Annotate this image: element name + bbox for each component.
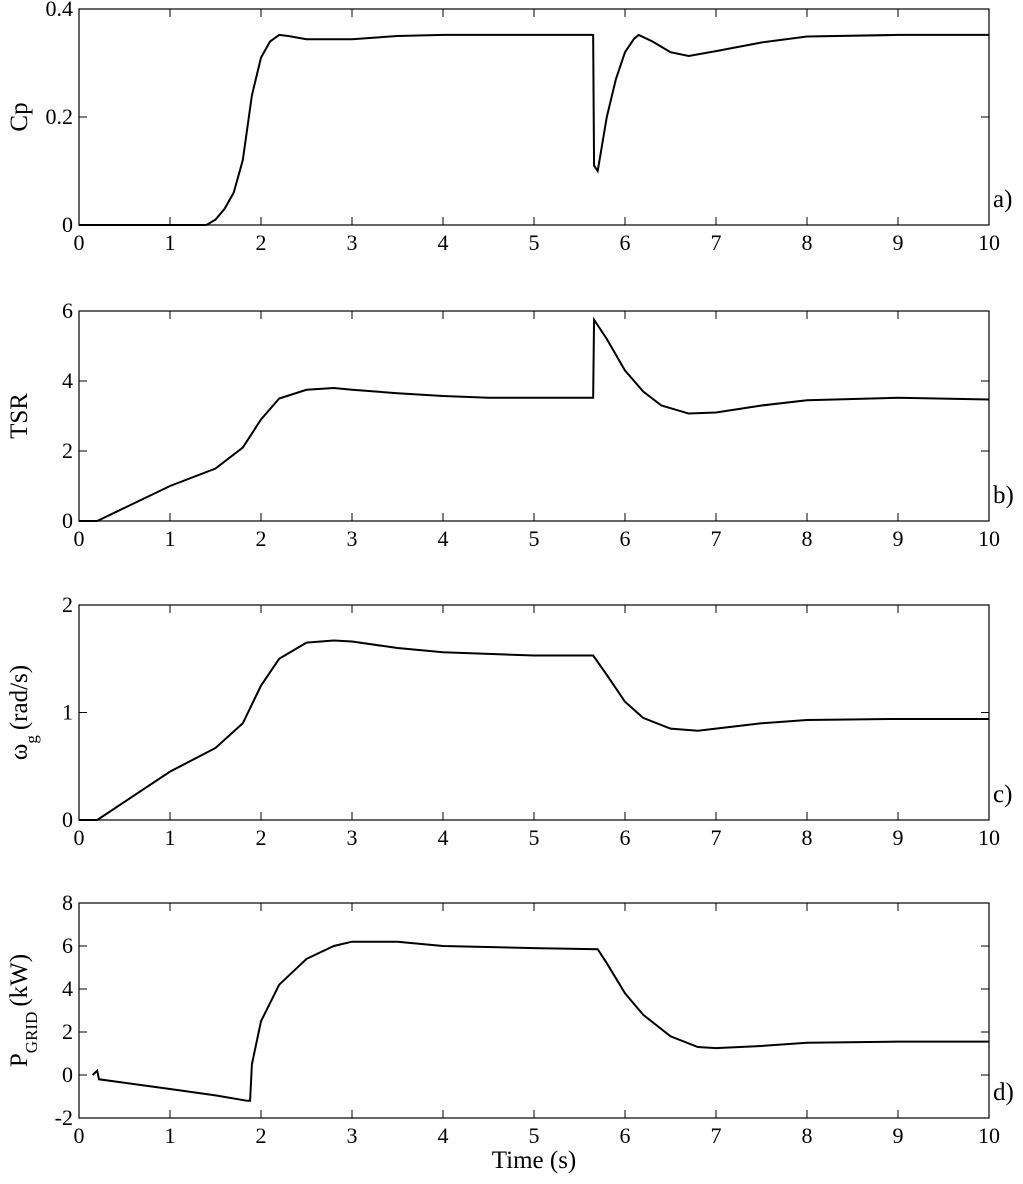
y-tick-label: 0.4	[46, 0, 74, 21]
x-tick-label: 5	[529, 825, 540, 850]
x-tick-label: 9	[893, 230, 904, 255]
x-tick-label: 1	[165, 526, 176, 551]
x-axis-label: Time (s)	[492, 1147, 577, 1174]
x-tick-label: 9	[893, 825, 904, 850]
x-tick-label: 3	[347, 825, 358, 850]
data-line	[79, 316, 990, 522]
x-tick-label: 2	[256, 1123, 267, 1148]
x-tick-label: 7	[711, 1123, 722, 1148]
y-label-sub: g	[22, 735, 41, 744]
plot-frame	[78, 8, 990, 226]
x-tick-label: 7	[711, 526, 722, 551]
y-tick-label: 0	[62, 1062, 73, 1087]
y-tick-label: 0	[62, 212, 73, 237]
x-tick-label: 8	[802, 526, 813, 551]
y-tick-label: 4	[62, 368, 73, 393]
x-tick-label: 4	[438, 1123, 449, 1148]
x-tick-label: 5	[529, 1123, 540, 1148]
y-label-text: ω	[6, 744, 33, 760]
x-tick-label: 2	[256, 825, 267, 850]
x-tick-label: 0	[74, 825, 85, 850]
x-tick-label: 6	[620, 1123, 631, 1148]
x-tick-label: 0	[74, 1123, 85, 1148]
y-axis-label: PGRID (kW)	[6, 954, 41, 1067]
x-tick-label: 0	[74, 230, 85, 255]
x-tick-label: 10	[978, 230, 1000, 255]
x-tick-label: 6	[620, 230, 631, 255]
x-tick-label: 5	[529, 526, 540, 551]
x-tick-label: 8	[802, 1123, 813, 1148]
x-tick-label: 3	[347, 230, 358, 255]
y-tick-label: 0	[62, 508, 73, 533]
y-tick-label: 6	[62, 298, 73, 323]
x-tick-label: 10	[978, 526, 1000, 551]
y-tick-label: -2	[55, 1105, 73, 1130]
y-tick-label: 8	[62, 890, 73, 915]
x-tick-label: 2	[256, 230, 267, 255]
x-tick-label: 8	[802, 230, 813, 255]
x-tick-label: 4	[438, 526, 449, 551]
panel-label: c)	[993, 781, 1012, 808]
x-tick-label: 3	[347, 1123, 358, 1148]
y-axis-label: ωg (rad/s)	[6, 665, 41, 760]
y-tick-label: 2	[62, 592, 73, 617]
x-tick-label: 6	[620, 526, 631, 551]
x-tick-label: 10	[978, 825, 1000, 850]
x-tick-label: 6	[620, 825, 631, 850]
x-tick-label: 3	[347, 526, 358, 551]
panel-label: a)	[993, 186, 1012, 213]
x-tick-label: 8	[802, 825, 813, 850]
y-label-sub: GRID	[22, 1012, 41, 1054]
x-tick-label: 0	[74, 526, 85, 551]
y-label-unit: (rad/s)	[6, 665, 33, 730]
x-tick-label: 1	[165, 825, 176, 850]
data-line	[79, 639, 989, 821]
plot-frame	[78, 604, 990, 821]
x-tick-label: 4	[438, 825, 449, 850]
plot-frame	[78, 310, 990, 522]
x-tick-label: 7	[711, 230, 722, 255]
y-label-text: Cp	[6, 102, 33, 131]
x-tick-label: 9	[893, 1123, 904, 1148]
y-tick-label: 2	[62, 1019, 73, 1044]
x-tick-label: 4	[438, 230, 449, 255]
y-tick-label: 0	[62, 807, 73, 832]
panel-label: b)	[993, 482, 1014, 509]
y-label-unit: (kW)	[6, 954, 33, 1007]
x-tick-label: 9	[893, 526, 904, 551]
data-line	[91, 940, 989, 1102]
y-tick-label: 1	[62, 700, 73, 725]
y-label-text: P	[6, 1053, 33, 1067]
x-tick-label: 1	[165, 1123, 176, 1148]
y-tick-label: 0.2	[46, 104, 74, 129]
x-tick-label: 5	[529, 230, 540, 255]
y-tick-label: 2	[62, 438, 73, 463]
y-tick-label: 6	[62, 933, 73, 958]
data-line	[79, 33, 989, 226]
y-tick-label: 4	[62, 976, 73, 1001]
x-tick-label: 1	[165, 230, 176, 255]
x-tick-label: 2	[256, 526, 267, 551]
y-axis-label: Cp	[6, 102, 33, 131]
y-label-text: TSR	[6, 393, 33, 439]
panel-label: d)	[993, 1079, 1014, 1106]
x-tick-label: 10	[978, 1123, 1000, 1148]
y-axis-label: TSR	[6, 393, 33, 439]
x-tick-label: 7	[711, 825, 722, 850]
plot-frame	[78, 902, 990, 1119]
